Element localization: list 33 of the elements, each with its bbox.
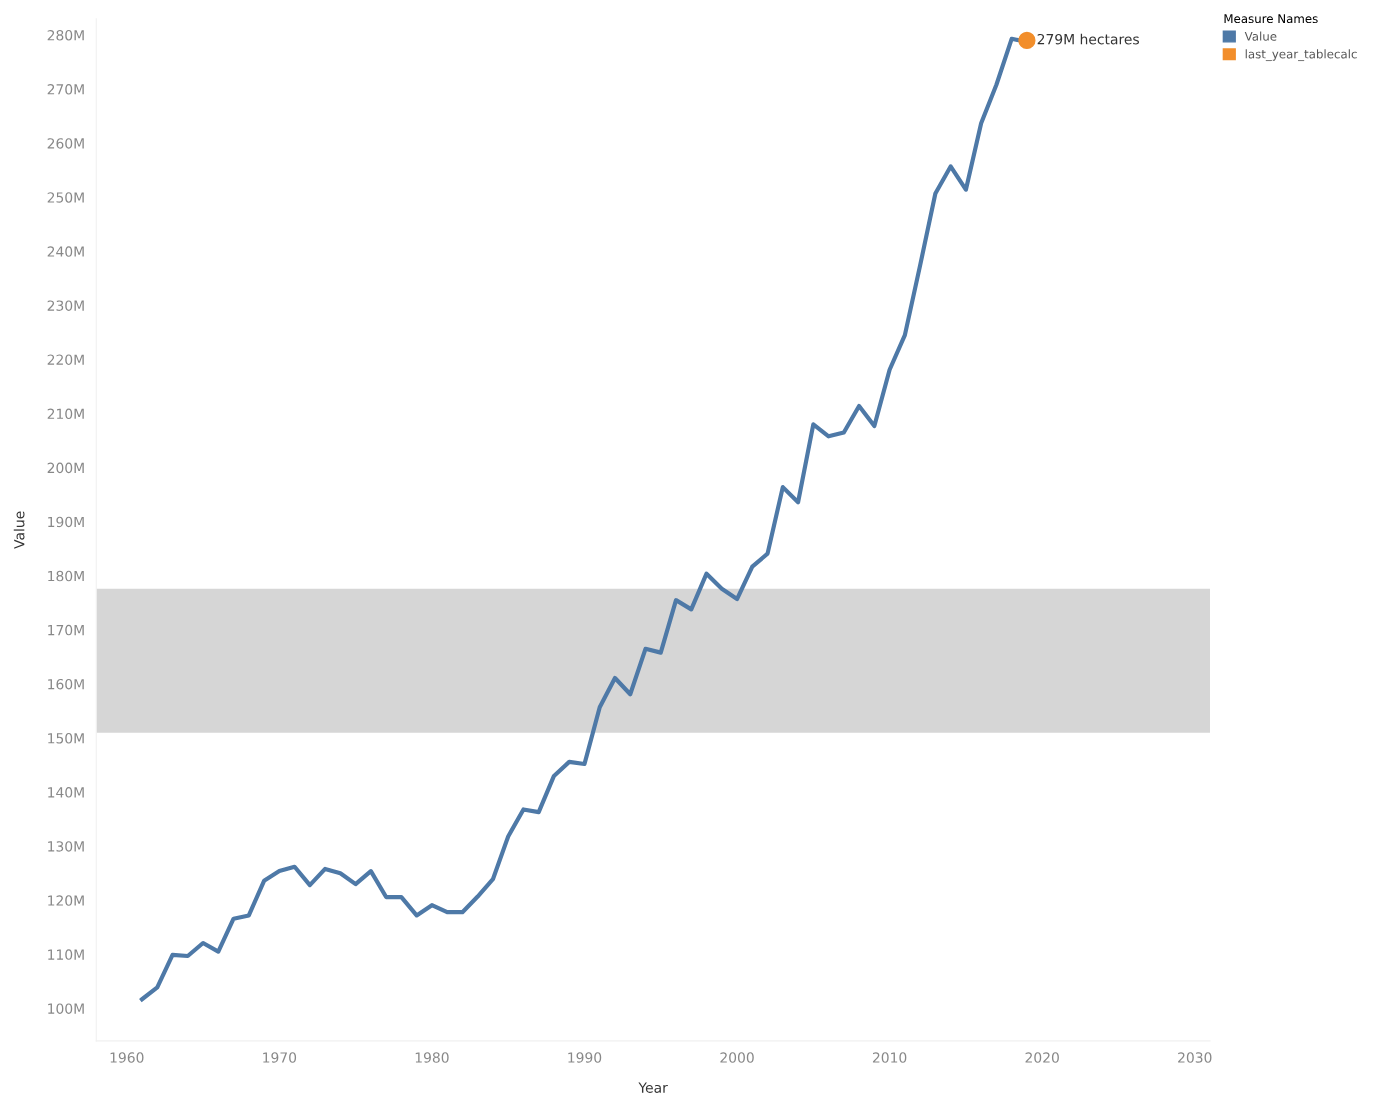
y-tick-label: 250M [47, 192, 84, 203]
y-tick-label: 180M [48, 570, 84, 582]
x-tick-label: 1960 [110, 1052, 144, 1063]
y-tick-label: 260M [47, 138, 84, 149]
y-tick-label: 130M [48, 841, 84, 852]
y-tick-label: 210M [47, 408, 84, 420]
x-tick-label: 2030 [1178, 1052, 1212, 1063]
x-tick-label: 1990 [568, 1052, 602, 1063]
y-tick-label: 110M [48, 949, 84, 960]
y-tick-label: 230M [47, 300, 84, 311]
legend-label: last_year_tablecalc [1245, 49, 1357, 62]
y-tick-label: 200M [47, 462, 84, 474]
x-tick-label: 1970 [263, 1052, 297, 1063]
y-tick-label: 220M [47, 354, 84, 365]
y-tick-label: 170M [48, 624, 84, 636]
y-tick-label: 270M [47, 84, 84, 95]
legend-label: Value [1244, 31, 1277, 41]
y-tick-label: 120M [48, 895, 84, 906]
y-tick-label: 140M [48, 787, 84, 798]
y-tick-label: 280M [47, 29, 84, 41]
legend-title: Measure Names [1224, 14, 1318, 24]
x-tick-label: 2020 [1025, 1052, 1059, 1063]
x-tick-label: 1980 [415, 1052, 449, 1063]
y-tick-label: 150M [48, 733, 84, 744]
y-axis-title: Value [13, 511, 25, 549]
data-label: 279M hectares [1037, 33, 1139, 45]
y-tick-label: 240M [47, 246, 84, 257]
y-tick-label: 190M [48, 516, 84, 528]
y-tick-label: 100M [48, 1003, 84, 1014]
x-tick-label: 2000 [720, 1052, 754, 1063]
y-tick-label: 160M [48, 678, 84, 690]
x-tick-label: 2010 [872, 1052, 907, 1063]
x-axis-title: Year [638, 1082, 668, 1093]
